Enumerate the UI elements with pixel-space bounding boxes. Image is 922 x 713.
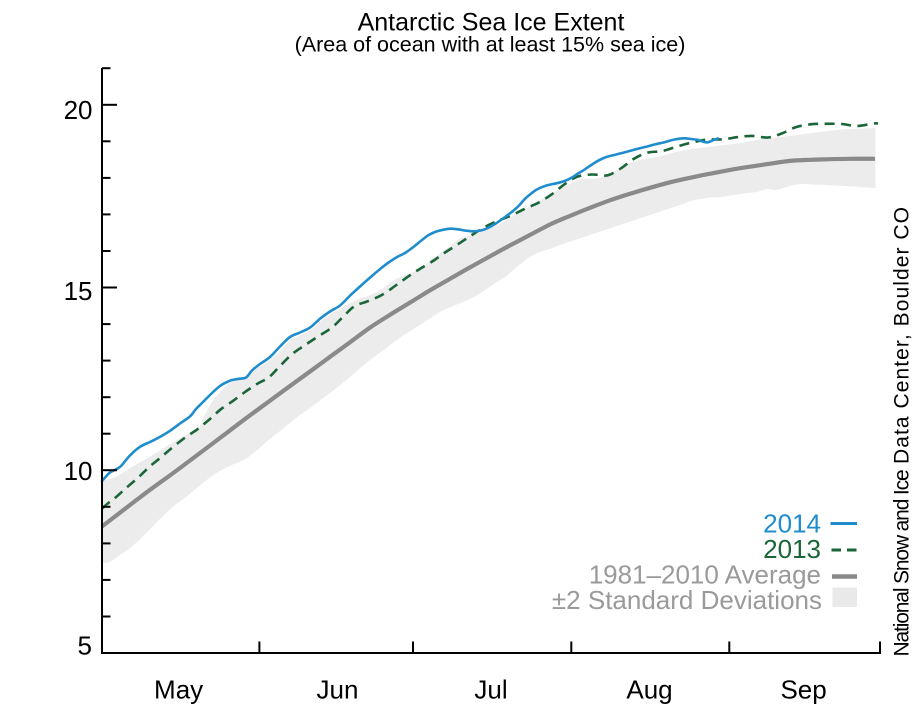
svg-text:National Snow and Ice: National Snow and Ice xyxy=(891,470,914,656)
svg-text:20: 20 xyxy=(64,95,93,125)
svg-text:10: 10 xyxy=(64,456,93,486)
svg-text:Jun: Jun xyxy=(317,675,359,705)
svg-text:Aug: Aug xyxy=(626,675,672,705)
svg-text:May: May xyxy=(154,675,203,705)
svg-text:1981–2010 Average: 1981–2010 Average xyxy=(589,560,821,590)
svg-text:15: 15 xyxy=(64,276,93,306)
svg-text:2013: 2013 xyxy=(763,534,821,564)
svg-text:Sep: Sep xyxy=(780,675,826,705)
svg-text:2014: 2014 xyxy=(763,509,821,539)
svg-text:Data Center, Boulder CO: Data Center, Boulder CO xyxy=(891,206,914,464)
svg-text:Jul: Jul xyxy=(474,675,507,705)
svg-text:5: 5 xyxy=(78,631,92,661)
svg-text:Antarctic Sea Ice Extent: Antarctic Sea Ice Extent xyxy=(358,9,625,37)
svg-text:(Area of ocean with at least 1: (Area of ocean with at least 15% sea ice… xyxy=(295,33,686,57)
svg-text:±2 Standard Deviations: ±2 Standard Deviations xyxy=(552,585,822,615)
